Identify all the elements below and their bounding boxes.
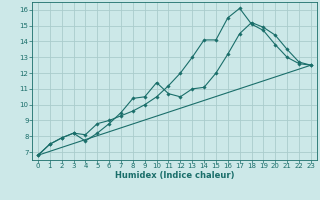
X-axis label: Humidex (Indice chaleur): Humidex (Indice chaleur) (115, 171, 234, 180)
